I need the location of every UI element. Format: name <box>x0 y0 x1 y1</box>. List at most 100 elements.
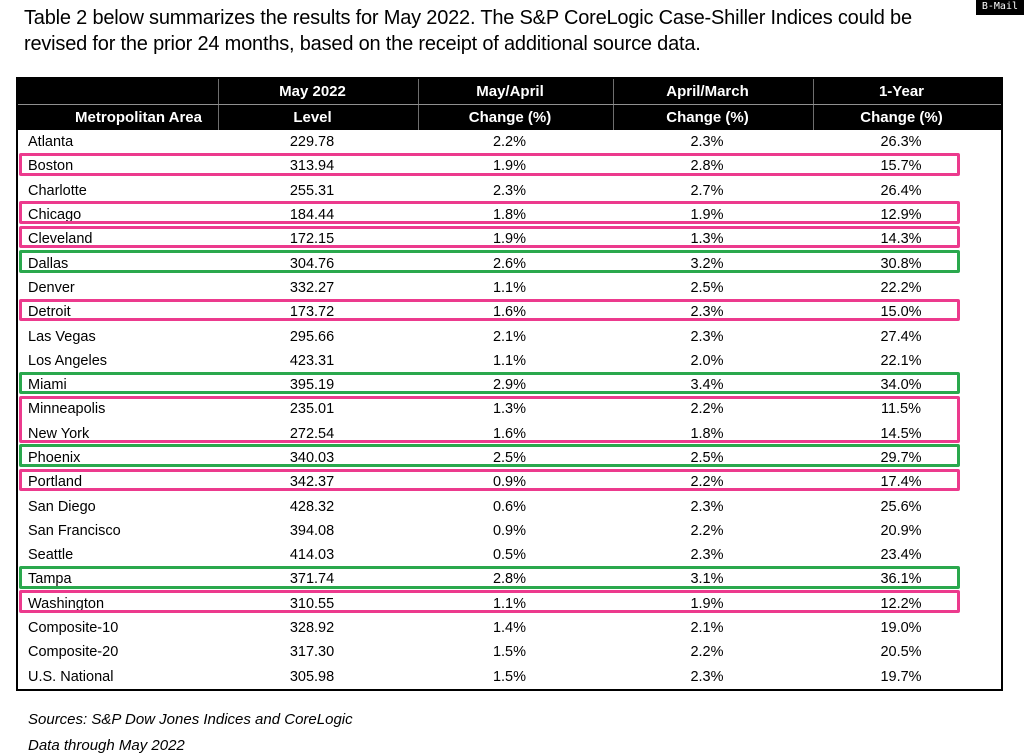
cell-1-year-change: 36.1% <box>880 571 922 588</box>
cell-1-year-change: 30.8% <box>880 255 922 272</box>
table-row: Dallas 304.76 2.6% 3.2% 30.8% <box>18 251 1001 275</box>
cell-may-april-change: 2.8% <box>492 571 527 588</box>
cell-april-march-change: 2.3% <box>690 328 724 345</box>
cell-level: 394.08 <box>289 522 335 539</box>
cell-may-april-change: 0.5% <box>492 547 527 564</box>
cell-level: 173.72 <box>289 304 335 321</box>
cell-level: 428.32 <box>289 498 335 515</box>
cell-level: 423.31 <box>289 352 335 369</box>
cell-1-year-change: 19.7% <box>880 668 922 685</box>
cell-area: Tampa <box>28 571 72 588</box>
cell-1-year-change: 34.0% <box>880 377 922 394</box>
cell-level: 172.15 <box>289 231 335 248</box>
cell-area: Atlanta <box>28 134 74 151</box>
cell-area: Cleveland <box>28 231 93 248</box>
cell-level: 317.30 <box>289 644 335 661</box>
cell-may-april-change: 1.1% <box>492 595 527 612</box>
table-row: U.S. National 305.98 1.5% 2.3% 19.7% <box>18 665 1001 689</box>
header-cell: May/April <box>418 79 613 104</box>
table-row: Portland 342.37 0.9% 2.2% 17.4% <box>18 470 1001 494</box>
cell-may-april-change: 0.6% <box>492 498 527 515</box>
cell-area: Chicago <box>28 207 82 224</box>
cell-may-april-change: 1.5% <box>492 668 527 685</box>
cell-1-year-change: 17.4% <box>880 474 922 491</box>
cell-area: Washington <box>28 595 105 612</box>
cell-level: 305.98 <box>289 668 335 685</box>
cell-april-march-change: 2.3% <box>690 668 724 685</box>
cell-april-march-change: 2.7% <box>690 182 724 199</box>
cell-area: Portland <box>28 474 83 491</box>
cell-april-march-change: 2.2% <box>690 644 724 661</box>
cell-1-year-change: 19.0% <box>880 620 922 637</box>
cell-may-april-change: 2.6% <box>492 255 527 272</box>
table-row: Tampa 371.74 2.8% 3.1% 36.1% <box>18 567 1001 591</box>
cell-level: 310.55 <box>289 595 335 612</box>
cell-april-march-change: 2.3% <box>690 304 724 321</box>
cell-1-year-change: 11.5% <box>880 401 922 418</box>
cell-may-april-change: 1.6% <box>492 304 527 321</box>
cell-april-march-change: 3.1% <box>690 571 724 588</box>
cell-area: Miami <box>28 377 67 394</box>
cell-level: 313.94 <box>289 158 335 175</box>
cell-1-year-change: 12.9% <box>880 207 922 224</box>
table-row: Phoenix 340.03 2.5% 2.5% 29.7% <box>18 446 1001 470</box>
cell-1-year-change: 15.0% <box>880 304 922 321</box>
cell-1-year-change: 27.4% <box>880 328 922 345</box>
cell-april-march-change: 2.0% <box>690 352 724 369</box>
cell-may-april-change: 2.5% <box>492 450 527 466</box>
cell-area: Composite-20 <box>28 644 119 661</box>
table-row: Boston 313.94 1.9% 2.8% 15.7% <box>18 154 1001 178</box>
cell-1-year-change: 12.2% <box>880 595 922 612</box>
cell-area: San Diego <box>28 498 96 515</box>
cell-level: 272.54 <box>289 425 335 442</box>
table-row: Atlanta 229.78 2.2% 2.3% 26.3% <box>18 130 1001 154</box>
table-row: Washington 310.55 1.1% 1.9% 12.2% <box>18 592 1001 616</box>
sources-note: Sources: S&P Dow Jones Indices and CoreL… <box>28 711 353 728</box>
cell-1-year-change: 22.2% <box>880 279 922 296</box>
table-row: Detroit 173.72 1.6% 2.3% 15.0% <box>18 300 1001 324</box>
cell-level: 332.27 <box>289 279 335 296</box>
cell-level: 371.74 <box>289 571 335 588</box>
header-row: May 2022 May/April April/March 1-Year <box>18 79 1001 105</box>
cell-1-year-change: 14.3% <box>880 231 922 248</box>
cell-may-april-change: 1.1% <box>492 279 527 296</box>
cell-may-april-change: 1.9% <box>492 158 527 175</box>
cell-may-april-change: 2.3% <box>492 182 527 199</box>
cell-april-march-change: 2.3% <box>690 498 724 515</box>
table-row: Composite-10 328.92 1.4% 2.1% 19.0% <box>18 616 1001 640</box>
cell-level: 395.19 <box>289 377 335 394</box>
table-row: Los Angeles 423.31 1.1% 2.0% 22.1% <box>18 349 1001 373</box>
cell-april-march-change: 1.3% <box>690 231 724 248</box>
cell-april-march-change: 2.5% <box>690 450 724 466</box>
table-row: Minneapolis 235.01 1.3% 2.2% 11.5% <box>18 397 1001 421</box>
table-row: Las Vegas 295.66 2.1% 2.3% 27.4% <box>18 324 1001 348</box>
cell-level: 342.37 <box>289 474 335 491</box>
cell-level: 229.78 <box>289 134 335 151</box>
table-row: Composite-20 317.30 1.5% 2.2% 20.5% <box>18 640 1001 664</box>
cell-area: Charlotte <box>28 182 87 199</box>
cell-may-april-change: 1.5% <box>492 644 527 661</box>
table-row: Chicago 184.44 1.8% 1.9% 12.9% <box>18 203 1001 227</box>
cell-may-april-change: 2.2% <box>492 134 527 151</box>
cell-april-march-change: 2.5% <box>690 279 724 296</box>
cell-april-march-change: 2.2% <box>690 522 724 539</box>
header-cell: Change (%) <box>613 105 813 130</box>
cell-may-april-change: 2.1% <box>492 328 527 345</box>
cell-may-april-change: 0.9% <box>492 522 527 539</box>
header-cell: Change (%) <box>418 105 613 130</box>
cell-level: 255.31 <box>289 182 335 199</box>
cell-area: Minneapolis <box>28 401 106 418</box>
cell-1-year-change: 20.9% <box>880 522 922 539</box>
data-through-note: Data through May 2022 <box>28 737 185 754</box>
cell-1-year-change: 25.6% <box>880 498 922 515</box>
table-row: Miami 395.19 2.9% 3.4% 34.0% <box>18 373 1001 397</box>
cell-april-march-change: 3.2% <box>690 255 724 272</box>
header-cell: May 2022 <box>218 79 418 104</box>
cell-may-april-change: 1.4% <box>492 620 527 637</box>
cell-1-year-change: 20.5% <box>880 644 922 661</box>
cell-area: Denver <box>28 279 75 296</box>
cell-1-year-change: 29.7% <box>880 450 922 466</box>
cell-may-april-change: 2.9% <box>492 377 527 394</box>
table-header: May 2022 May/April April/March 1-Year Metrop… <box>18 79 1001 130</box>
header-cell: 1-Year <box>813 79 1001 104</box>
